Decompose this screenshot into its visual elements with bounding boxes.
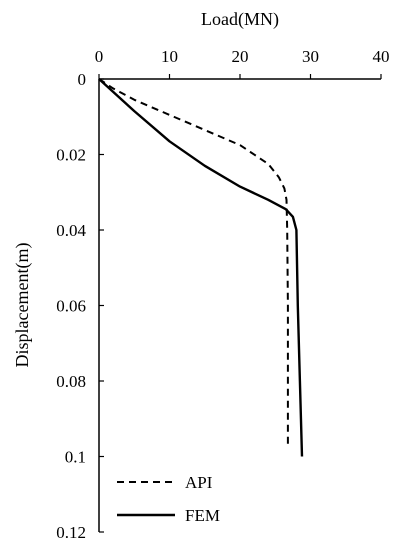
y-tick-label: 0.02	[56, 146, 86, 165]
series-line-fem	[98, 78, 304, 457]
series-group	[98, 78, 304, 457]
x-tick-label: 0	[95, 47, 104, 66]
y-tick-label: 0.06	[56, 297, 86, 316]
legend-label-fem: FEM	[185, 506, 220, 525]
y-tick-label: 0.08	[56, 372, 86, 391]
x-tick-label: 10	[161, 47, 178, 66]
axes-group: 0 10 20 30 40 0 0.02 0.04 0.06 0.08 0.1 0.12	[56, 47, 389, 542]
legend-label-api: API	[185, 473, 213, 492]
series-line-api	[98, 78, 289, 446]
y-tick-label: 0	[78, 70, 87, 89]
y-tick-label: 0.12	[56, 523, 86, 542]
x-axis-title: Load(MN)	[201, 9, 279, 30]
x-tick-label: 20	[232, 47, 249, 66]
y-tick-label: 0.1	[65, 448, 86, 467]
legend: API FEM	[117, 473, 220, 525]
x-tick-label: 40	[373, 47, 390, 66]
y-tick-label: 0.04	[56, 221, 86, 240]
y-axis-title: Displacement(m)	[12, 243, 33, 368]
x-tick-label: 30	[302, 47, 319, 66]
